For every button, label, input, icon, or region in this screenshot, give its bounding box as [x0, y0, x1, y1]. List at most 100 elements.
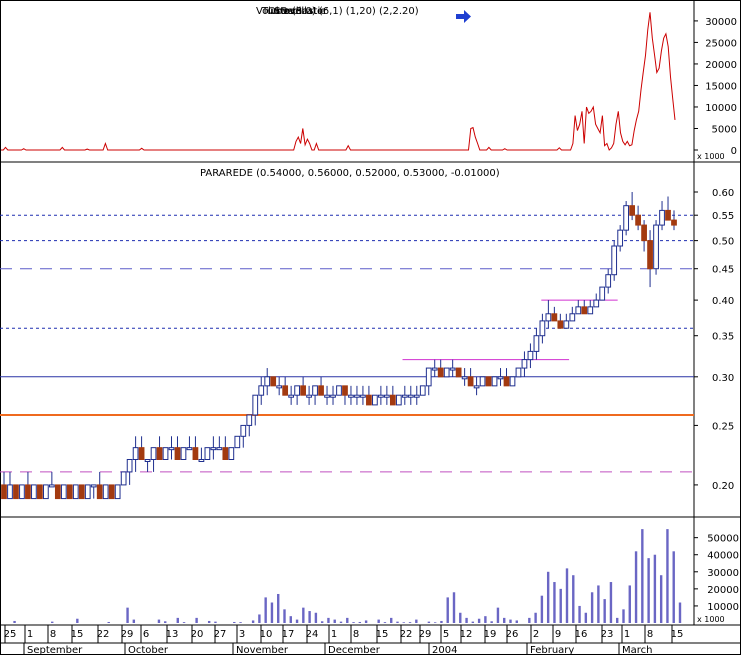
volume-bar — [352, 622, 355, 623]
volume-bar — [239, 622, 242, 623]
volume-bar — [465, 617, 468, 623]
volume-bar — [427, 621, 431, 623]
volume-bar — [182, 622, 186, 623]
candle — [647, 230, 653, 288]
volume-tick-label: 20000 — [707, 585, 739, 596]
candle — [431, 359, 438, 377]
volume-bar — [126, 607, 129, 623]
date-tick-label: 8 — [50, 629, 56, 640]
candle — [653, 220, 659, 275]
price-panel: PARAREDE (0.54000, 0.56000, 0.52000, 0.5… — [0, 168, 694, 500]
volume-bar — [540, 595, 544, 623]
candle — [599, 286, 606, 301]
candle — [533, 328, 540, 360]
date-tick-label: 22 — [97, 629, 110, 640]
candle — [324, 385, 330, 405]
candle — [467, 368, 474, 387]
price-tick-label: 0.30 — [712, 373, 734, 384]
candle — [180, 447, 187, 460]
candle — [204, 447, 211, 460]
volume-bar — [653, 554, 657, 623]
candle — [485, 376, 492, 387]
volume-bar — [433, 622, 437, 623]
candle — [641, 220, 647, 252]
candle — [671, 210, 677, 231]
volume-bar — [320, 621, 324, 623]
candle — [156, 436, 163, 460]
volume-bar — [327, 617, 330, 623]
candle — [144, 458, 151, 472]
date-tick-label: 16 — [575, 629, 588, 640]
candle — [84, 484, 91, 500]
candle — [252, 394, 259, 426]
volume-bar — [383, 622, 387, 623]
month-label: March — [622, 645, 652, 655]
candle — [521, 351, 528, 377]
volume-tick-label: 10000 — [707, 602, 739, 613]
volume-bar — [484, 616, 487, 623]
volume-bar — [515, 620, 518, 623]
candle — [150, 447, 157, 472]
month-label: November — [236, 645, 289, 655]
volume-bar — [264, 597, 267, 623]
date-tick-label: 22 — [400, 629, 413, 640]
volume-bar — [396, 621, 399, 623]
volume-bar — [666, 529, 669, 623]
candle — [270, 376, 277, 387]
volume-bar — [390, 617, 393, 623]
candle — [282, 376, 289, 396]
volume-bar — [459, 612, 462, 623]
candle — [611, 240, 618, 281]
candle — [318, 376, 324, 396]
date-tick-label: 8 — [647, 629, 653, 640]
date-tick-label: 23 — [601, 629, 614, 640]
candle — [449, 359, 456, 377]
candle — [503, 368, 510, 387]
volume-bar — [289, 616, 292, 623]
candle — [509, 376, 516, 387]
volume-bar — [157, 619, 161, 623]
indicator-tick-label: 30000 — [705, 17, 737, 28]
volume-bar — [440, 620, 443, 623]
volume-bar — [546, 571, 550, 623]
volume-bar — [251, 620, 255, 623]
candle — [264, 368, 271, 396]
candle — [665, 196, 671, 221]
candle — [126, 458, 133, 485]
volume-bar — [346, 617, 349, 623]
candle — [102, 484, 109, 500]
candle — [515, 367, 522, 378]
volume-bar — [13, 620, 16, 623]
candle — [37, 484, 43, 500]
candle — [563, 313, 570, 329]
volume-bar — [377, 619, 380, 623]
volume-bar — [578, 605, 581, 623]
candle — [132, 436, 139, 472]
candle — [48, 471, 55, 488]
volume-bar — [622, 609, 625, 623]
volume-bar — [277, 593, 280, 623]
volume-bar — [616, 617, 619, 623]
candle — [461, 368, 468, 386]
candle — [479, 376, 486, 387]
volume-bar — [565, 568, 569, 623]
date-tick-label: 2 — [533, 629, 539, 640]
candle — [455, 367, 462, 378]
candle — [443, 367, 450, 378]
candle — [240, 424, 247, 448]
volume-tick-label: 40000 — [707, 551, 739, 562]
candle — [54, 484, 61, 500]
candle — [13, 484, 19, 500]
date-tick-label: 10 — [260, 629, 273, 640]
volume-bar — [597, 585, 600, 623]
date-tick-label: 25 — [4, 629, 17, 640]
month-label: September — [27, 645, 83, 655]
volume-bar — [509, 619, 512, 623]
price-tick-label: 0.35 — [712, 332, 734, 343]
month-label: 2004 — [432, 645, 457, 655]
candle — [276, 376, 283, 396]
date-tick-label: 24 — [306, 629, 319, 640]
volume-bar — [195, 617, 198, 623]
candle — [401, 385, 408, 405]
volume-bar — [490, 621, 493, 623]
